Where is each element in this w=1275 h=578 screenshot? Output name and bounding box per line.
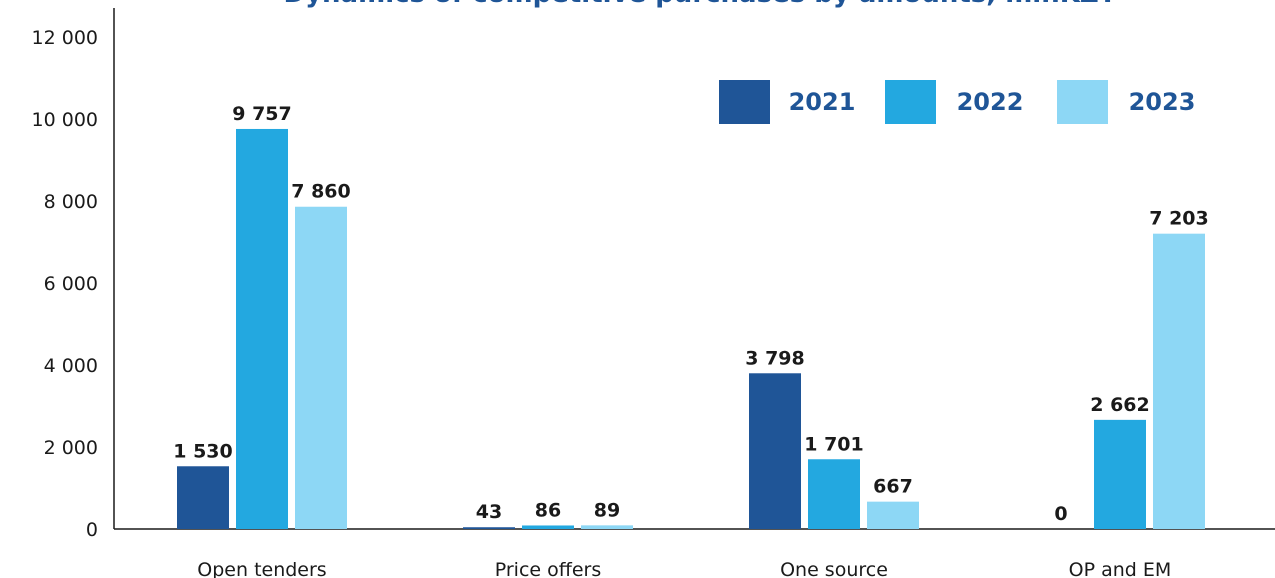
x-category-label: Price offers [495,559,602,578]
legend-swatch-2021 [719,80,770,124]
bar-2022-3 [1094,419,1146,529]
bar-2022-1 [522,525,574,529]
bar-2023-2 [867,501,919,529]
data-label: 89 [594,499,620,521]
chart-title: Dynamics of competitive purchases by amo… [284,0,1117,9]
data-label: 1 701 [804,433,864,455]
data-label: 1 530 [173,440,233,462]
x-category-label: OP and EM [1069,559,1172,578]
data-label: 667 [873,476,913,498]
bars-group [177,128,1205,530]
y-tick-label: 4 000 [44,355,98,377]
bar-2021-0 [177,466,229,529]
data-label: 3 798 [745,347,805,369]
legend-swatch-2022 [885,80,936,124]
x-category-label: Open tenders [197,559,326,578]
data-label: 43 [476,501,502,523]
data-labels-group: 1 530 9 757 7 860 43 86 89 3 798 1 701 667 0 2 662… [173,103,1209,525]
y-tick-label: 2 000 [44,437,98,459]
data-label: 9 757 [232,103,292,125]
data-label: 7 203 [1149,208,1209,230]
bar-2023-0 [295,206,347,530]
y-tick-label: 12 000 [32,27,98,49]
legend-label-2023: 2023 [1129,88,1196,116]
legend: 2021 2022 2023 [719,80,1195,124]
bar-2023-3 [1153,233,1205,529]
bar-2021-1 [463,527,515,529]
data-label: 2 662 [1090,394,1150,416]
y-axis-ticks: 0 2 000 4 000 6 000 8 000 10 000 12 000 [32,27,98,541]
data-label: 0 [1054,503,1067,525]
data-label: 86 [535,499,561,521]
bar-2022-2 [808,459,860,529]
y-tick-label: 0 [86,519,98,541]
y-tick-label: 8 000 [44,191,98,213]
data-label: 7 860 [291,181,351,203]
x-axis-categories: Open tenders Price offers One source OP and… [197,559,1171,578]
legend-label-2022: 2022 [957,88,1024,116]
bar-2021-2 [749,373,801,529]
x-category-label: One source [780,559,888,578]
y-tick-label: 10 000 [32,109,98,131]
y-tick-label: 6 000 [44,273,98,295]
bar-2022-0 [236,128,288,529]
legend-swatch-2023 [1057,80,1108,124]
bar-2023-1 [581,525,633,529]
legend-label-2021: 2021 [789,88,856,116]
